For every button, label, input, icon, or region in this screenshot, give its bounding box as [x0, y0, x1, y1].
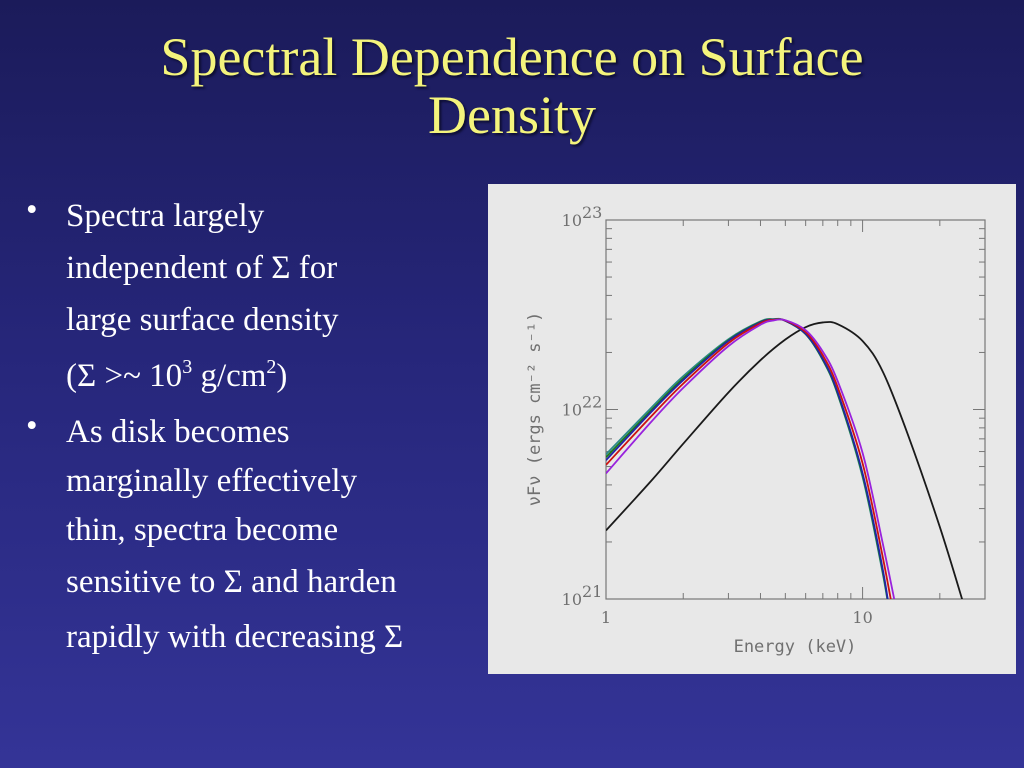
bullet-1-line-3: large surface density [66, 302, 339, 338]
bullet-2-line-4: sensitive to Σ and harden [66, 555, 486, 610]
spectrum-line-6 [606, 318, 896, 599]
text-fragment: rapidly with decreasing [66, 619, 384, 655]
slide-title-line-2: Density [428, 85, 596, 145]
sigma-symbol: Σ [223, 564, 243, 600]
text-fragment: independent of [66, 250, 272, 286]
sigma-symbol: Σ [271, 250, 291, 286]
text-fragment: g/cm [192, 358, 267, 394]
spectrum-line-5 [606, 318, 892, 599]
sigma-symbol: Σ [383, 619, 404, 655]
series-group [606, 317, 963, 599]
y-tick-label: 10 [562, 211, 582, 230]
y-tick-label-exponent: 22 [582, 393, 602, 412]
bullet-1-line-4: (Σ >~ 103 g/cm2) [66, 345, 486, 408]
superscript: 2 [266, 356, 277, 378]
slide-title-line-1: Spectral Dependence on Surface [160, 27, 864, 87]
text-fragment: sensitive to [66, 564, 224, 600]
slide-title: Spectral Dependence on Surface Density [0, 28, 1024, 144]
x-tick-label: 1 [601, 608, 611, 627]
bullet-1-line-2: independent of Σ for [66, 241, 486, 296]
spectrum-line-3 [606, 318, 889, 599]
bullet-list: • Spectra largely independent of Σ for l… [26, 192, 486, 665]
spectrum-line-1 [606, 321, 963, 599]
y-tick-label: 10 [562, 401, 582, 420]
bullet-2-line-1: As disk becomes [66, 414, 290, 450]
spectrum-line-4 [606, 318, 889, 599]
bullet-item-1: • Spectra largely independent of Σ for l… [26, 192, 486, 408]
superscript: 3 [182, 356, 193, 378]
text-fragment: >~ 10 [96, 358, 183, 394]
bullet-1-line-1: Spectra largely [66, 198, 265, 234]
x-tick-label: 10 [852, 608, 872, 627]
sigma-symbol: Σ [77, 358, 97, 394]
bullet-2-line-5: rapidly with decreasing Σ [66, 610, 486, 665]
text-fragment: ( [66, 358, 77, 394]
bullet-dot-2: • [26, 408, 38, 444]
y-tick-label-exponent: 23 [582, 203, 602, 222]
bullet-dot-1: • [26, 192, 38, 228]
x-axis-label: Energy (keV) [734, 637, 857, 657]
spectrum-line-2 [606, 317, 889, 599]
bullet-2-line-3: thin, spectra become [66, 512, 339, 548]
text-fragment: for [290, 250, 338, 286]
text-fragment: ) [276, 358, 288, 394]
y-tick-label-exponent: 21 [582, 582, 602, 601]
y-axis-label: νFν (ergs cm⁻² s⁻¹) [525, 312, 545, 506]
bullet-2-line-2: marginally effectively [66, 463, 358, 499]
y-tick-label: 10 [562, 590, 582, 609]
text-fragment: and harden [242, 564, 397, 600]
bullet-item-2: • As disk becomes marginally effectively… [26, 408, 486, 665]
spectrum-plot-panel: 1 10 10 21 10 22 10 23 Energy (keV) νFν (ergs c… [488, 184, 1016, 674]
axis-ticks [605, 219, 986, 600]
